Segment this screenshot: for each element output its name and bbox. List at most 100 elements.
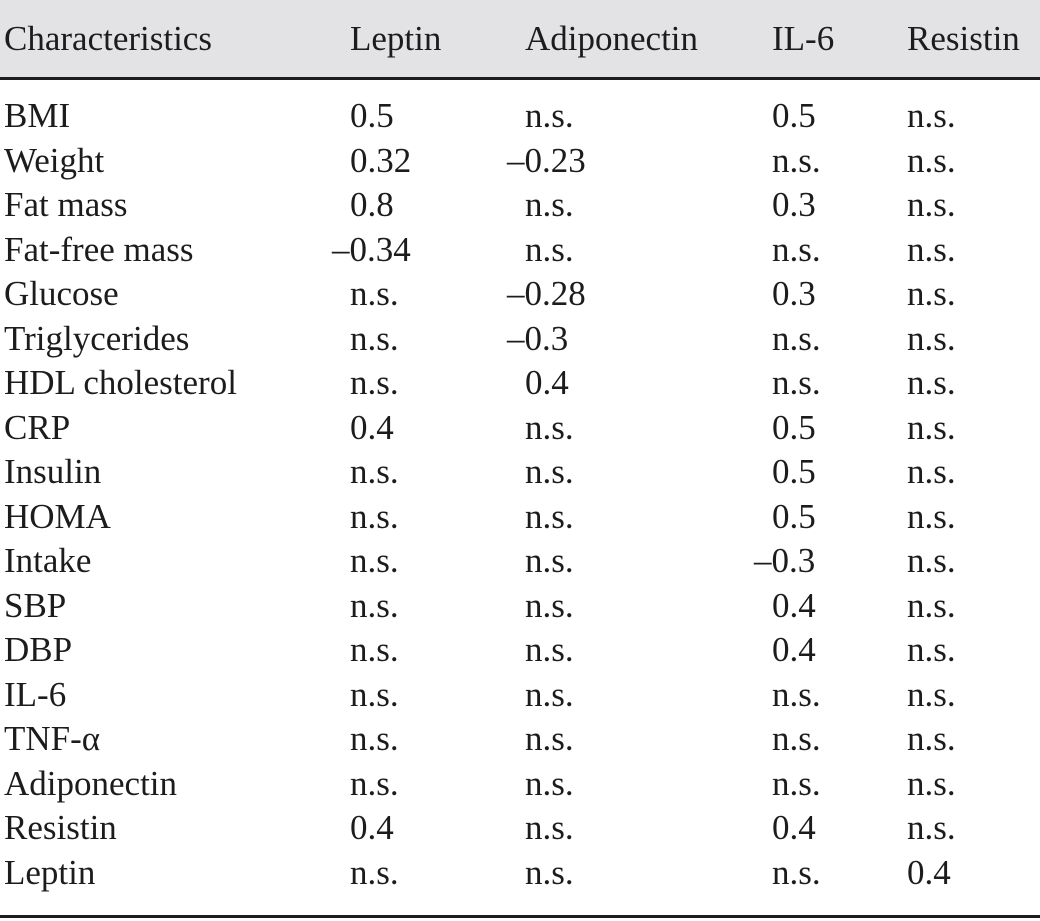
cell-value: n.s. <box>350 363 399 402</box>
row-label: Weight <box>4 140 105 180</box>
table-row: BMI 0.5 n.s. 0.5 n.s. <box>0 79 1040 139</box>
cell-value: n.s. <box>907 808 956 847</box>
cell-value: n.s. <box>907 318 956 358</box>
cell-value: n.s. <box>350 852 399 892</box>
row-label: DBP <box>4 630 73 669</box>
row-label: Adiponectin <box>4 763 178 803</box>
cell-value: 0.4 <box>772 808 816 847</box>
cell-value: n.s. <box>907 719 956 758</box>
cell-value: n.s. <box>772 674 821 714</box>
cell-value: n.s. <box>525 96 574 135</box>
table-row: CRP 0.4 n.s. 0.5 n.s. <box>0 406 1040 451</box>
cell-value: n.s. <box>350 452 399 491</box>
cell-value: n.s. <box>525 407 574 447</box>
cell-value: n.s. <box>350 719 399 758</box>
row-label: BMI <box>4 96 71 135</box>
row-label: HOMA <box>4 496 111 536</box>
cell-value: n.s. <box>772 318 821 358</box>
table-row: Leptin n.s. n.s. n.s. 0.4 <box>0 851 1040 917</box>
cell-value: n.s. <box>350 496 399 536</box>
row-label: Triglycerides <box>4 318 190 358</box>
cell-value: 0.3 <box>772 185 816 224</box>
cell-value: n.s. <box>525 808 574 847</box>
cell-value: n.s. <box>350 585 399 625</box>
column-header-leptin: Leptin <box>348 0 523 80</box>
cell-value: n.s. <box>525 763 574 803</box>
cell-value: n.s. <box>907 541 956 580</box>
cell-value: n.s. <box>907 452 956 491</box>
cell-value: n.s. <box>772 140 821 180</box>
cell-value: n.s. <box>907 96 956 135</box>
row-label: Insulin <box>4 452 102 491</box>
cell-value: n.s. <box>350 674 399 714</box>
cell-value: –0.28 <box>507 274 586 313</box>
cell-value: 0.4 <box>907 852 951 892</box>
row-label: Glucose <box>4 274 119 313</box>
cell-value: n.s. <box>907 229 956 269</box>
cell-value: 0.5 <box>772 452 816 491</box>
cell-value: –0.23 <box>507 140 586 180</box>
cell-value: n.s. <box>525 674 574 714</box>
table-row: Adiponectin n.s. n.s. n.s. n.s. <box>0 762 1040 807</box>
cell-value: –0.3 <box>754 541 816 580</box>
table-row: DBP n.s. n.s. 0.4 n.s. <box>0 628 1040 673</box>
cell-value: n.s. <box>907 674 956 714</box>
row-label: Fat mass <box>4 185 128 224</box>
table-row: HOMA n.s. n.s. 0.5 n.s. <box>0 495 1040 540</box>
cell-value: n.s. <box>907 140 956 180</box>
table-row: Fat mass 0.8 n.s. 0.3 n.s. <box>0 183 1040 228</box>
row-label: CRP <box>4 407 71 447</box>
cell-value: n.s. <box>350 763 399 803</box>
table-row: IL-6 n.s. n.s. n.s. n.s. <box>0 673 1040 718</box>
cell-value: n.s. <box>907 496 956 536</box>
cell-value: –0.3 <box>507 318 569 358</box>
cell-value: n.s. <box>525 452 574 491</box>
column-header-il6: IL-6 <box>770 0 905 80</box>
cell-value: n.s. <box>907 274 956 313</box>
cell-value: n.s. <box>350 274 399 313</box>
row-label: HDL cholesterol <box>4 363 237 402</box>
row-label: TNF-α <box>4 719 101 758</box>
table-row: TNF-α n.s. n.s. n.s. n.s. <box>0 717 1040 762</box>
table-row: Fat-free mass –0.34 n.s. n.s. n.s. <box>0 228 1040 273</box>
table-row: Glucose n.s. –0.28 0.3 n.s. <box>0 272 1040 317</box>
cell-value: 0.4 <box>772 585 816 625</box>
cell-value: n.s. <box>525 185 574 224</box>
cell-value: n.s. <box>525 541 574 580</box>
cell-value: n.s. <box>525 585 574 625</box>
row-label: Resistin <box>4 808 117 847</box>
header-row: Characteristics Leptin Adiponectin IL-6 … <box>0 0 1040 80</box>
row-label: SBP <box>4 585 67 625</box>
cell-value: n.s. <box>907 185 956 224</box>
cell-value: n.s. <box>907 407 956 447</box>
table-row: Triglycerides n.s. –0.3 n.s. n.s. <box>0 317 1040 362</box>
row-label: IL-6 <box>4 674 67 714</box>
column-header-characteristics: Characteristics <box>0 0 348 80</box>
table-row: SBP n.s. n.s. 0.4 n.s. <box>0 584 1040 629</box>
cell-value: 0.5 <box>772 96 816 135</box>
cell-value: n.s. <box>525 496 574 536</box>
cell-value: 0.4 <box>350 407 394 447</box>
cell-value: –0.34 <box>332 229 411 269</box>
cell-value: n.s. <box>350 630 399 669</box>
cell-value: 0.32 <box>350 140 412 180</box>
cell-value: n.s. <box>350 318 399 358</box>
cell-value: n.s. <box>772 852 821 892</box>
cell-value: n.s. <box>525 630 574 669</box>
column-header-adiponectin: Adiponectin <box>523 0 770 80</box>
table-row: Resistin 0.4 n.s. 0.4 n.s. <box>0 806 1040 851</box>
cell-value: 0.4 <box>525 363 569 402</box>
row-label: Leptin <box>4 852 96 892</box>
cell-value: n.s. <box>772 229 821 269</box>
cell-value: n.s. <box>907 363 956 402</box>
cell-value: 0.4 <box>350 808 394 847</box>
row-label: Fat-free mass <box>4 229 194 269</box>
cell-value: 0.8 <box>350 185 394 224</box>
cell-value: 0.5 <box>350 96 394 135</box>
cell-value: n.s. <box>525 852 574 892</box>
column-header-resistin: Resistin <box>905 0 1040 80</box>
cell-value: 0.3 <box>772 274 816 313</box>
cell-value: n.s. <box>772 719 821 758</box>
cell-value: n.s. <box>907 630 956 669</box>
